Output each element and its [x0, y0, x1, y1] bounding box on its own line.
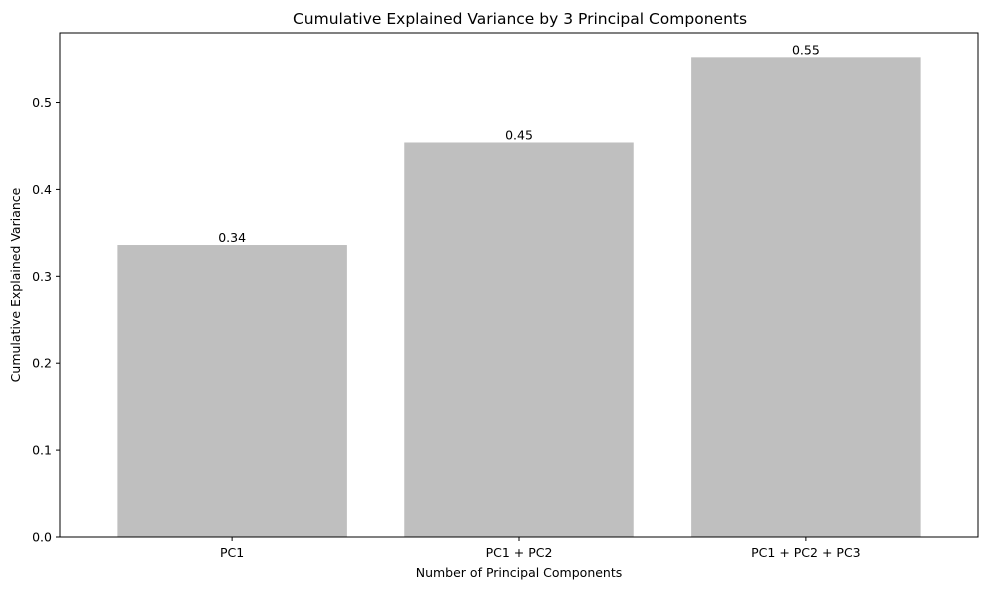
- y-tick-label-2: 0.1: [32, 443, 52, 458]
- bar-2: [404, 142, 634, 537]
- x-tick-label-2: PC1 + PC2: [486, 545, 553, 560]
- y-axis: 0.0 0.1 0.2 0.3 0.4 0.5: [32, 95, 60, 545]
- bar-value-label-2: 0.45: [505, 127, 533, 142]
- bar-labels-group: 0.34 0.45 0.55: [218, 42, 820, 245]
- bar-value-label-3: 0.55: [792, 42, 820, 57]
- x-axis: PC1 PC1 + PC2 PC1 + PC2 + PC3: [220, 537, 861, 560]
- y-tick-label-5: 0.4: [32, 182, 52, 197]
- y-tick-label-1: 0.0: [32, 530, 52, 545]
- x-axis-label: Number of Principal Components: [416, 565, 623, 580]
- y-tick-label-6: 0.5: [32, 95, 52, 110]
- bar-3: [691, 57, 921, 538]
- chart-title: Cumulative Explained Variance by 3 Princ…: [293, 10, 747, 28]
- y-axis-label: Cumulative Explained Variance: [8, 187, 23, 382]
- x-tick-label-3: PC1 + PC2 + PC3: [751, 545, 861, 560]
- bar-value-label-1: 0.34: [218, 230, 246, 245]
- y-tick-label-3: 0.2: [32, 356, 52, 371]
- x-tick-label-1: PC1: [220, 545, 244, 560]
- bars-group: [117, 57, 921, 538]
- plot-frame: [59, 32, 979, 538]
- bar-1: [117, 245, 347, 537]
- y-tick-label-4: 0.3: [32, 269, 52, 284]
